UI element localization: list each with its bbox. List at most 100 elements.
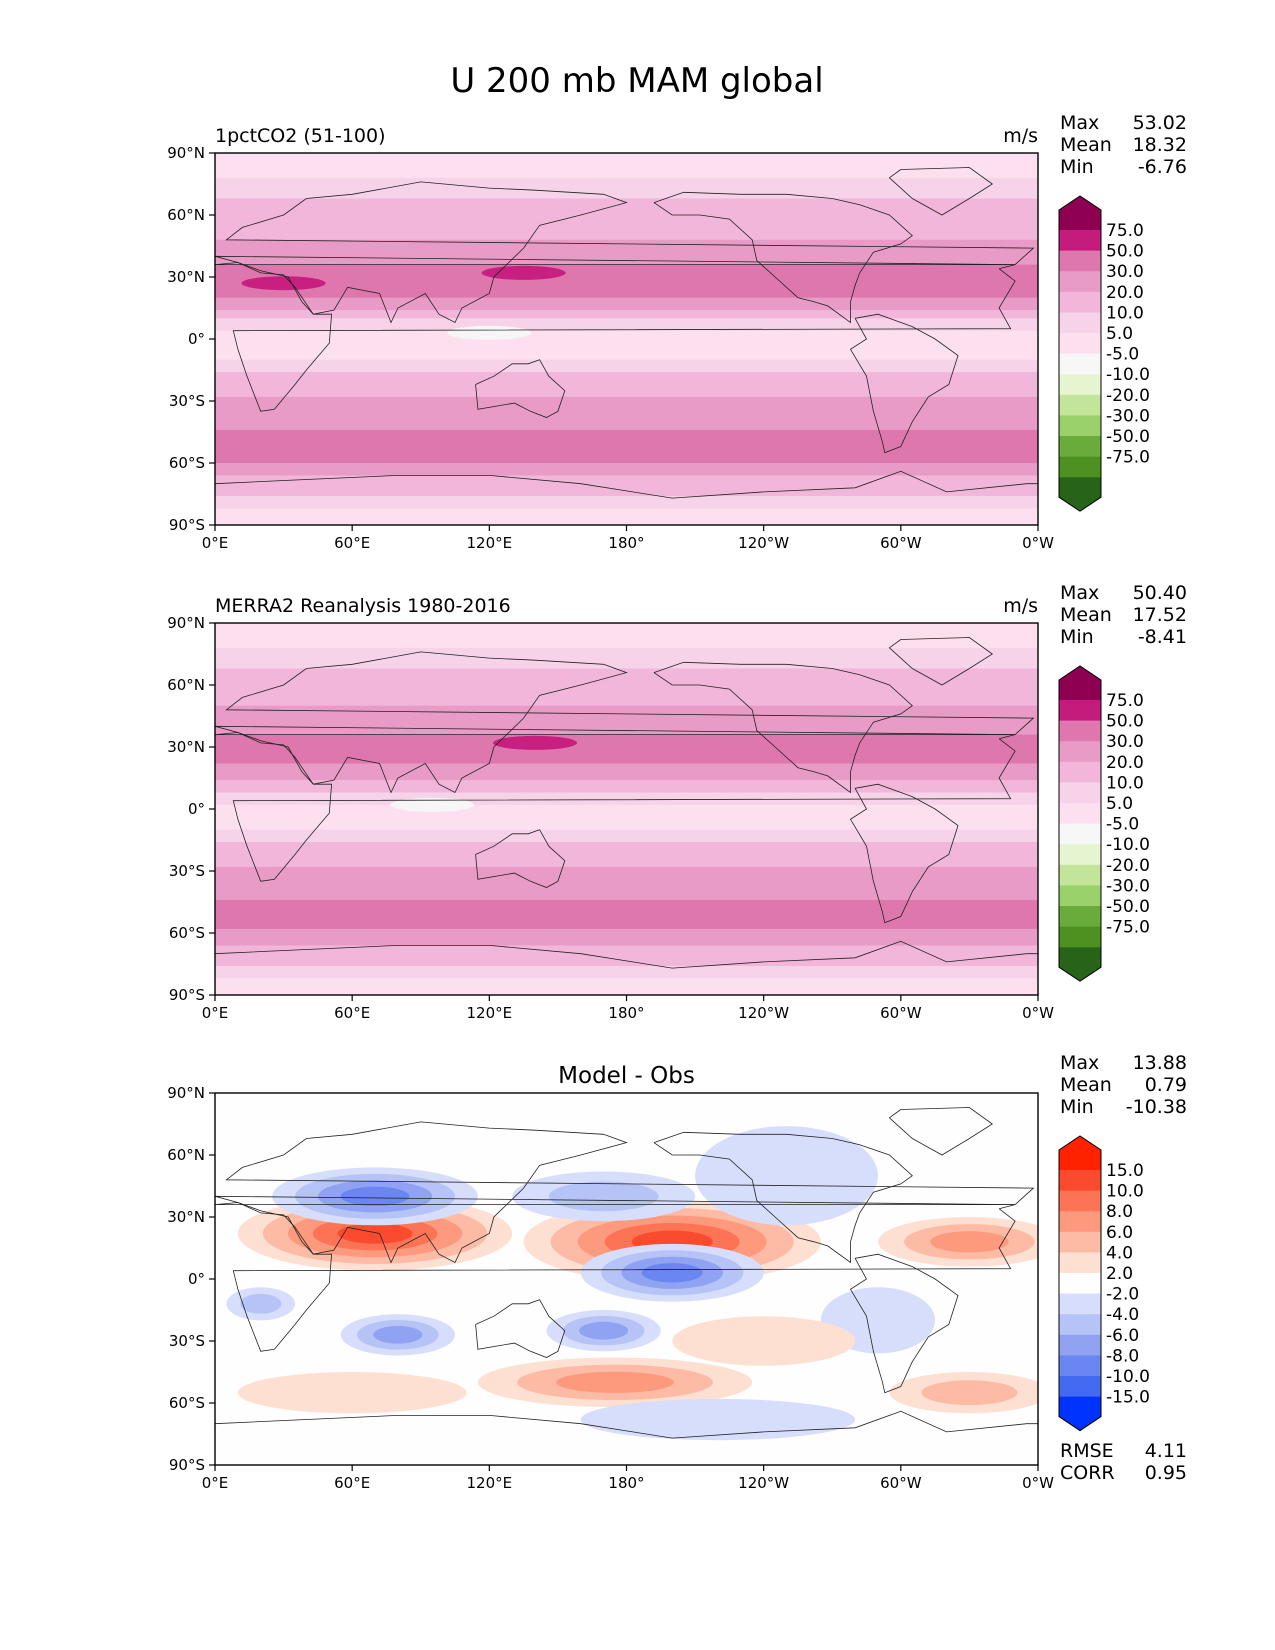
band <box>215 697 1038 703</box>
band <box>215 297 1038 303</box>
colorbar-swatch <box>1059 864 1101 886</box>
band <box>215 181 1038 187</box>
coastline <box>215 940 1038 969</box>
colorbar-label: 5.0 <box>1106 794 1133 814</box>
colorbar-label: 75.0 <box>1106 221 1144 241</box>
colorbar-label: -10.0 <box>1106 365 1150 385</box>
stat-value: -8.41 <box>1138 626 1187 648</box>
band <box>215 372 1038 377</box>
colorbar-swatch <box>1059 741 1101 763</box>
band <box>215 293 1038 299</box>
band <box>215 260 1038 266</box>
x-tick-label: 0°E <box>202 1474 229 1492</box>
colorbar-swatch <box>1059 1293 1101 1315</box>
band <box>215 239 1038 245</box>
band <box>215 858 1038 864</box>
colorbar-label: 10.0 <box>1106 303 1144 323</box>
band <box>215 759 1038 765</box>
band <box>215 825 1038 831</box>
x-tick-label: 60°E <box>334 1474 370 1492</box>
colorbar-swatch <box>1059 1376 1101 1398</box>
band <box>215 380 1038 386</box>
colorbar-label: -6.0 <box>1106 1326 1139 1346</box>
contour-field <box>215 1093 1038 1465</box>
band <box>215 763 1038 769</box>
band <box>215 463 1038 468</box>
band <box>215 726 1038 732</box>
x-tick-label: 0°W <box>1022 1004 1054 1022</box>
anomaly-contour <box>237 1372 467 1414</box>
coastline <box>653 1131 913 1264</box>
band <box>215 367 1038 373</box>
colorbar-swatch <box>1059 926 1101 948</box>
x-tick-label: 120°W <box>738 1474 789 1492</box>
colorbar-outline <box>1058 1135 1102 1432</box>
anomaly-contour <box>695 1126 878 1226</box>
band <box>215 866 1038 872</box>
colorbar-swatch <box>1059 333 1101 355</box>
y-tick-label: 0° <box>188 330 205 348</box>
band <box>215 928 1038 934</box>
band <box>215 206 1038 212</box>
band <box>215 982 1038 988</box>
coastline <box>215 181 1035 324</box>
band <box>215 277 1038 282</box>
band <box>215 668 1038 674</box>
band <box>215 500 1038 505</box>
y-tick-label: 60°S <box>169 1394 205 1412</box>
band <box>215 709 1038 715</box>
band <box>215 314 1038 319</box>
jet-core <box>493 735 578 750</box>
anomaly-contour <box>930 1231 1009 1253</box>
band <box>215 842 1038 847</box>
band <box>215 177 1038 183</box>
x-tick-label: 120°E <box>467 534 513 552</box>
band <box>215 755 1038 760</box>
anomaly-contour <box>579 1321 629 1340</box>
coastline <box>849 783 959 924</box>
x-tick-label: 60°E <box>334 534 370 552</box>
y-tick-label: 60°S <box>169 924 205 942</box>
y-tick-label: 60°N <box>167 206 205 224</box>
band <box>215 966 1038 971</box>
band <box>215 730 1038 736</box>
colorbar-swatch <box>1059 844 1101 866</box>
band <box>215 450 1038 456</box>
colorbar-label: -50.0 <box>1106 897 1150 917</box>
coastline <box>888 1107 994 1156</box>
band <box>215 483 1038 489</box>
stat-value: 13.88 <box>1133 1052 1187 1074</box>
colorbar-outline <box>1058 665 1102 982</box>
colorbar-label: 20.0 <box>1106 283 1144 303</box>
band <box>215 933 1038 938</box>
band <box>215 413 1038 419</box>
band <box>215 920 1038 926</box>
band <box>215 990 1038 995</box>
band <box>215 194 1038 200</box>
colorbar-swatch <box>1059 803 1101 825</box>
band <box>215 165 1038 171</box>
band <box>215 446 1038 452</box>
band <box>215 904 1038 909</box>
band <box>215 767 1038 773</box>
band <box>215 978 1038 984</box>
colorbar-swatch <box>1059 312 1101 334</box>
colorbar-swatch <box>1059 1355 1101 1377</box>
band <box>215 631 1038 636</box>
colorbar-label: 8.0 <box>1106 1202 1133 1222</box>
stat-label: Min <box>1060 1096 1094 1118</box>
stat-value: -6.76 <box>1138 156 1187 178</box>
band <box>215 639 1038 645</box>
band <box>215 268 1038 274</box>
band <box>215 248 1038 253</box>
colorbar-extend-top <box>1059 666 1101 700</box>
colorbar-swatch <box>1059 1211 1101 1233</box>
colorbar-label: -10.0 <box>1106 1367 1150 1387</box>
contour-field <box>215 623 1038 995</box>
band <box>215 829 1038 835</box>
band <box>215 343 1038 348</box>
band <box>215 487 1038 493</box>
colorbar-label: 50.0 <box>1106 712 1144 732</box>
band <box>215 660 1038 665</box>
band <box>215 800 1038 806</box>
